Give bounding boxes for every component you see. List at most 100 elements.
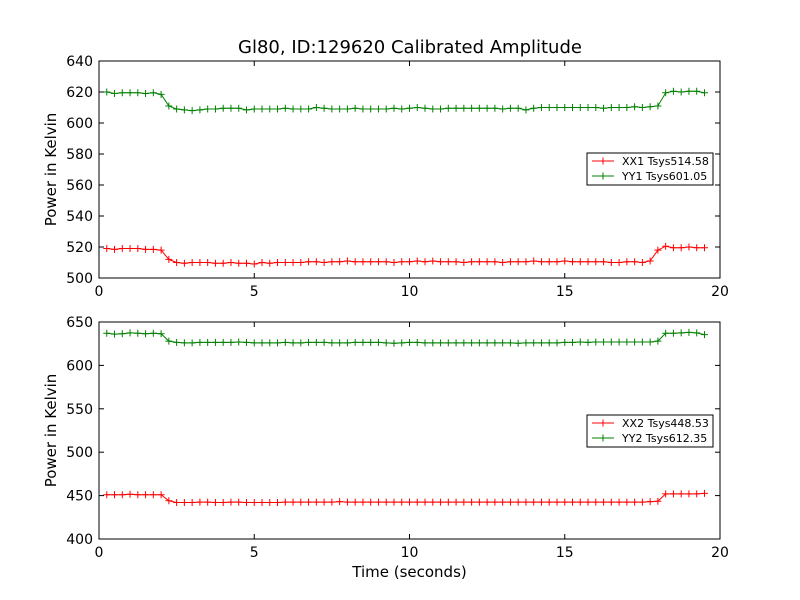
y-tick-label: 560 xyxy=(66,178,93,194)
data-point xyxy=(468,498,476,506)
data-point xyxy=(173,259,181,266)
data-point xyxy=(165,497,173,505)
data-point xyxy=(134,491,142,499)
data-point xyxy=(211,105,219,113)
y-tick-label: 600 xyxy=(66,116,93,132)
data-point xyxy=(336,105,344,113)
y-tick-label: 620 xyxy=(66,85,93,101)
data-point xyxy=(118,245,126,253)
data-point xyxy=(646,498,654,506)
data-point xyxy=(173,499,181,507)
bottom-plot: 0 5 10 15 20 400 450 500 550 600 650 Power in Kelvi… xyxy=(42,315,729,581)
data-point xyxy=(126,490,134,498)
data-point xyxy=(235,498,243,506)
data-point xyxy=(289,339,297,347)
data-point xyxy=(491,339,499,347)
data-point xyxy=(561,104,569,111)
data-point xyxy=(592,104,600,111)
data-point xyxy=(623,498,631,506)
data-point xyxy=(281,338,289,346)
data-point xyxy=(506,498,514,506)
data-point xyxy=(600,104,608,112)
data-point xyxy=(196,106,204,114)
data-point xyxy=(289,498,297,506)
data-point xyxy=(444,104,452,112)
data-point xyxy=(406,258,413,266)
data-point xyxy=(204,105,212,113)
data-point xyxy=(398,105,406,113)
data-point xyxy=(514,339,522,347)
data-point xyxy=(142,90,150,98)
data-point xyxy=(499,105,507,113)
data-point xyxy=(111,245,119,253)
y-tick-label: 500 xyxy=(66,445,93,461)
data-point xyxy=(149,329,157,337)
data-point xyxy=(631,338,639,346)
data-point xyxy=(576,338,584,346)
data-point xyxy=(266,499,274,507)
data-point xyxy=(685,243,693,251)
data-point xyxy=(700,489,708,497)
data-point xyxy=(219,259,227,267)
data-point xyxy=(312,104,320,111)
data-point xyxy=(491,498,499,506)
data-point xyxy=(631,103,639,111)
data-point xyxy=(227,498,235,506)
data-point xyxy=(336,339,344,347)
data-point xyxy=(103,491,111,499)
data-point xyxy=(514,258,522,266)
data-point xyxy=(685,328,693,336)
data-point xyxy=(413,104,421,111)
data-point xyxy=(483,498,491,506)
data-point xyxy=(600,258,608,266)
data-point xyxy=(460,259,468,266)
data-point xyxy=(343,498,351,506)
data-point xyxy=(142,330,150,338)
data-point xyxy=(211,338,219,346)
data-point xyxy=(343,257,351,265)
data-point xyxy=(468,258,476,266)
data-point xyxy=(452,258,460,266)
data-point xyxy=(266,259,274,267)
legend-label: YY2 Tsys612.35 xyxy=(621,432,707,445)
data-point xyxy=(506,339,514,347)
data-point xyxy=(669,244,677,252)
data-point xyxy=(530,257,538,265)
data-point xyxy=(677,490,685,498)
data-point xyxy=(615,104,623,111)
data-point xyxy=(592,338,600,346)
data-point xyxy=(274,339,282,347)
x-tick-label: 20 xyxy=(711,545,729,561)
x-tick-label: 0 xyxy=(95,545,104,561)
data-point xyxy=(219,104,227,112)
data-point xyxy=(421,339,429,347)
data-point xyxy=(328,105,336,113)
data-point xyxy=(631,258,639,266)
data-point xyxy=(530,104,538,112)
data-point xyxy=(328,258,336,266)
data-point xyxy=(499,259,507,266)
y-tick-label: 640 xyxy=(66,54,93,70)
data-point xyxy=(677,244,685,252)
data-point xyxy=(103,329,111,337)
data-point xyxy=(204,338,212,346)
legend-label: YY1 Tsys601.05 xyxy=(621,170,707,183)
data-point xyxy=(522,498,530,506)
legend-marker xyxy=(599,157,607,165)
data-point xyxy=(615,259,623,266)
data-point xyxy=(623,338,631,346)
data-point xyxy=(312,258,320,266)
y-tick-label: 580 xyxy=(66,147,93,163)
data-point xyxy=(328,339,336,347)
data-point xyxy=(592,258,600,266)
x-tick-label: 10 xyxy=(401,284,419,300)
data-point xyxy=(677,329,685,337)
data-point xyxy=(359,105,367,113)
data-point xyxy=(165,337,173,345)
data-point xyxy=(545,258,553,266)
data-point xyxy=(475,258,483,266)
data-point xyxy=(157,330,165,338)
y-axis-label: Power in Kelvin xyxy=(42,113,60,227)
data-point xyxy=(654,337,662,345)
